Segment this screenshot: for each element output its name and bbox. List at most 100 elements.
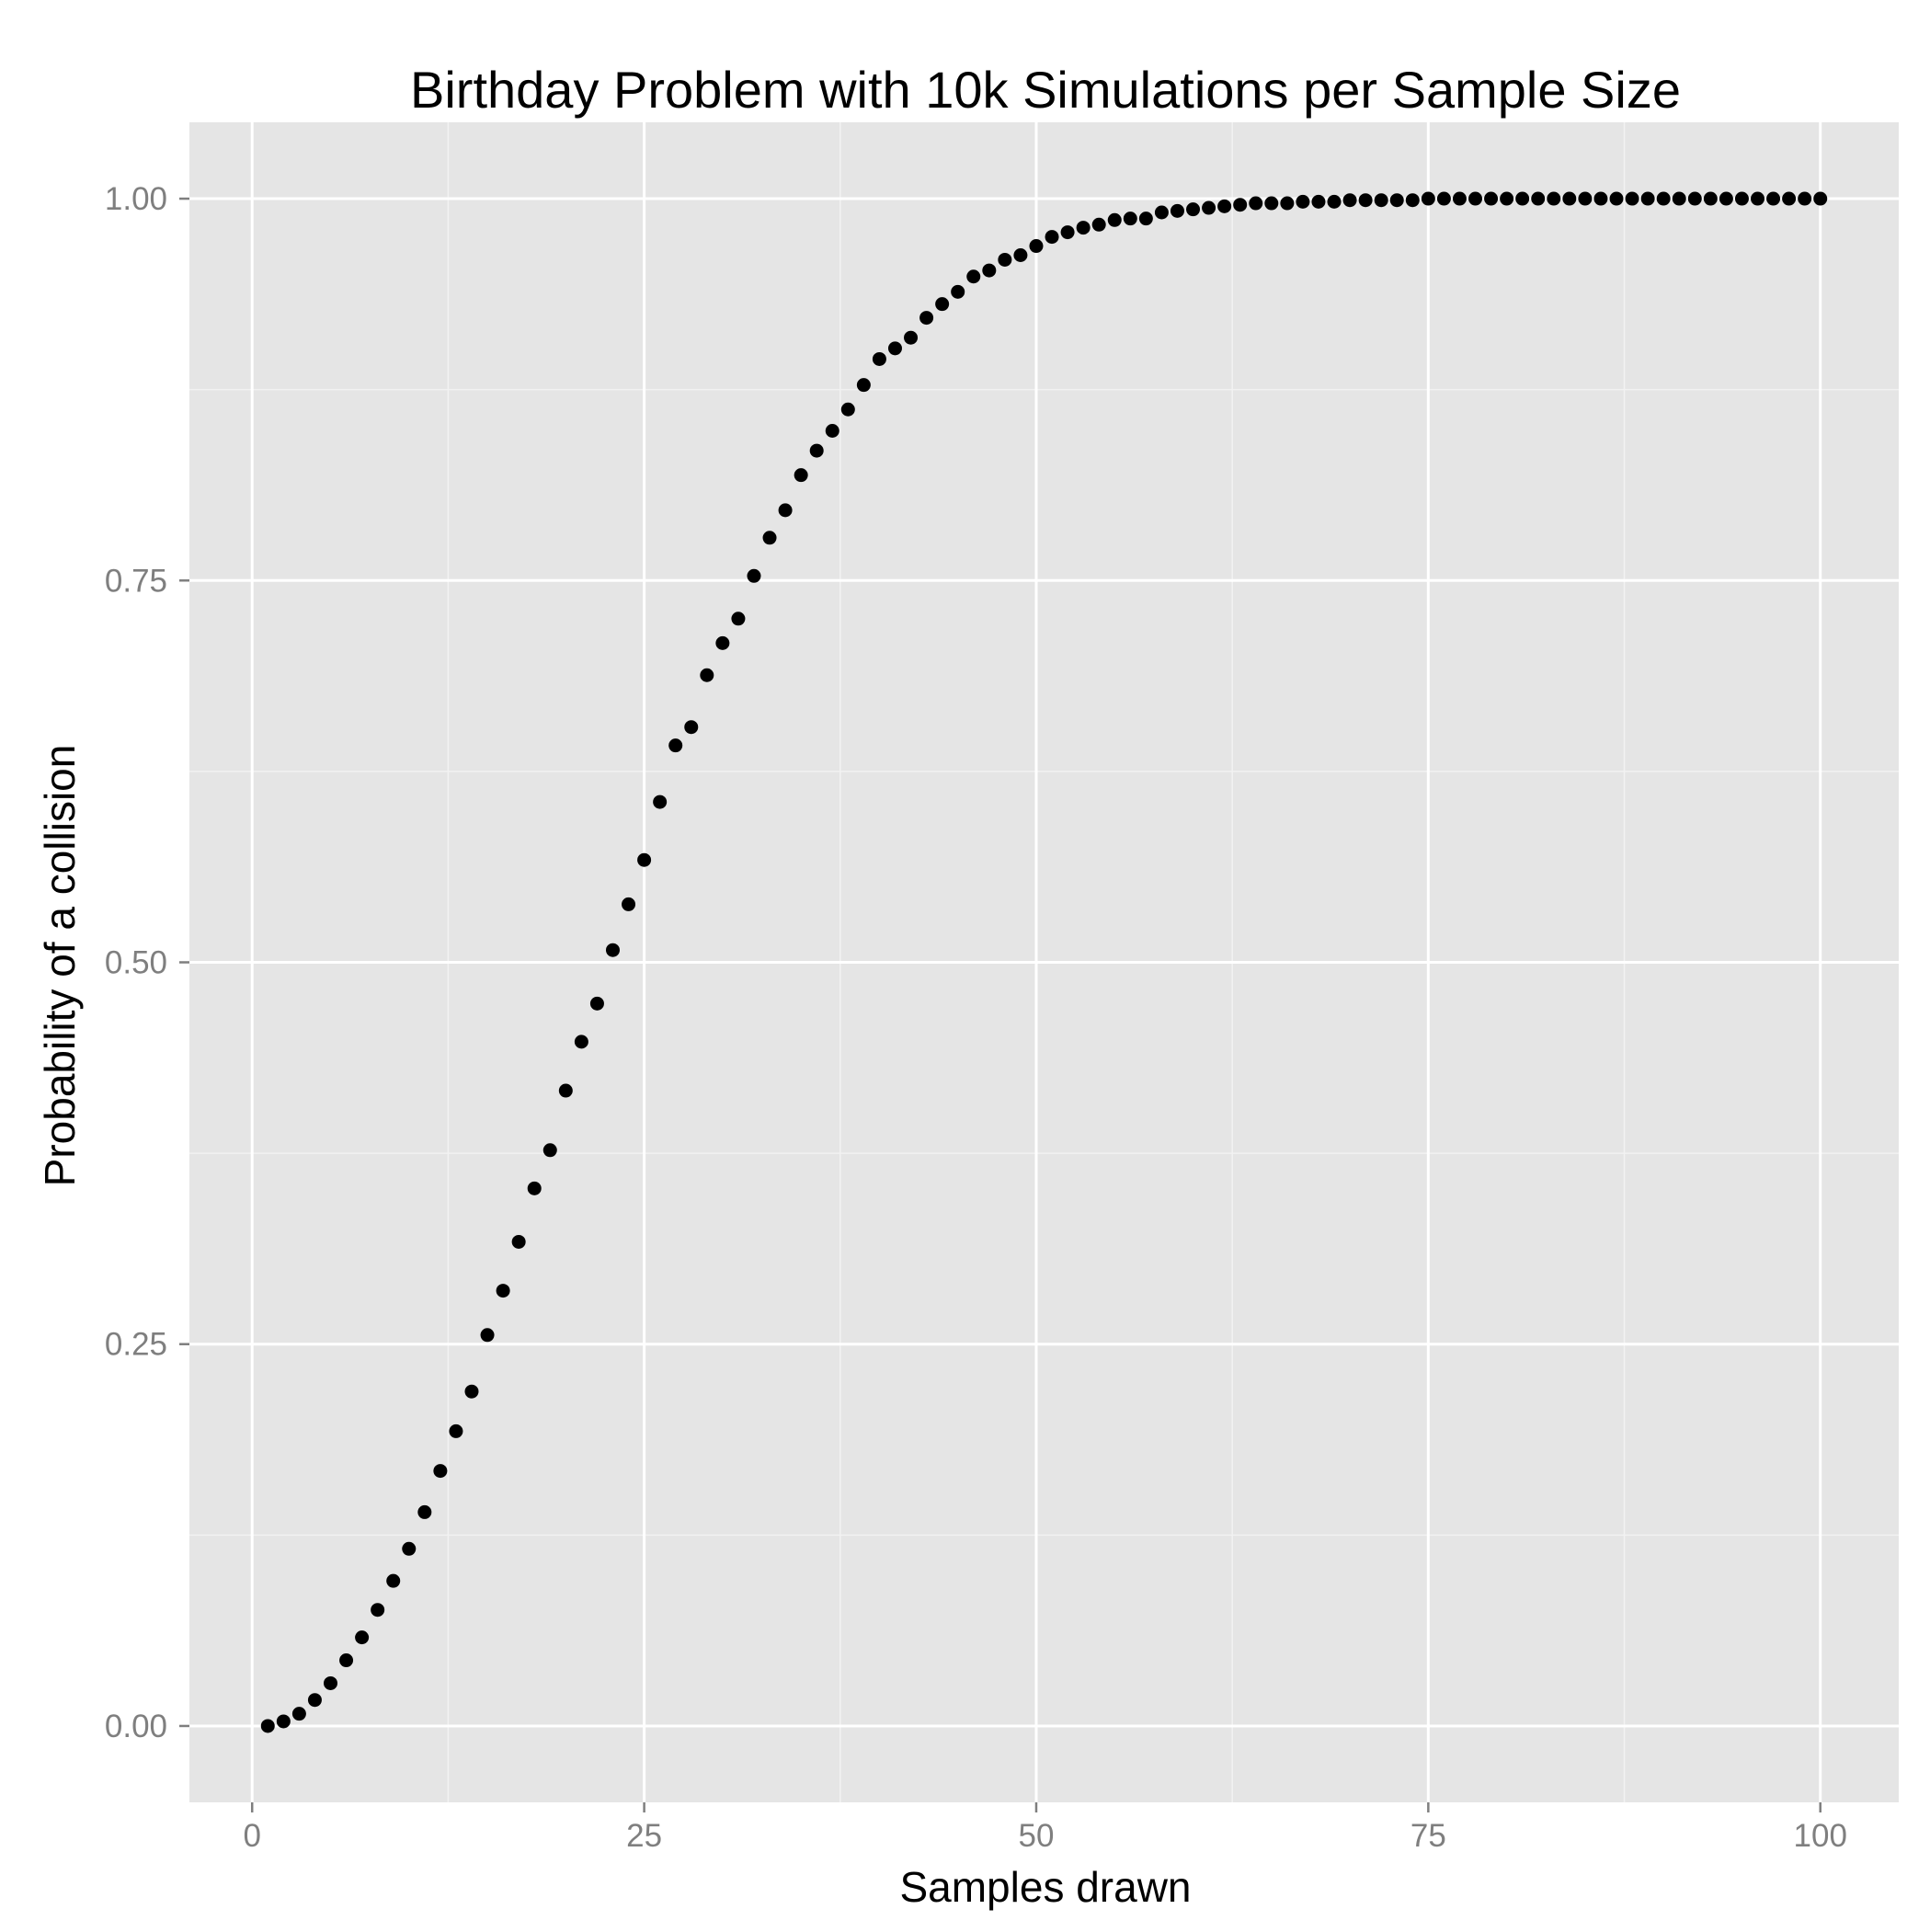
data-point xyxy=(574,1035,588,1049)
data-point xyxy=(355,1630,370,1645)
data-point xyxy=(856,378,871,393)
data-point xyxy=(1170,203,1184,218)
data-point xyxy=(339,1653,354,1668)
data-point xyxy=(1327,194,1342,209)
data-point xyxy=(1296,194,1310,209)
data-point xyxy=(1452,191,1467,206)
y-tick-label: 0.50 xyxy=(105,945,167,981)
data-point xyxy=(1060,225,1075,240)
data-point xyxy=(1656,191,1671,206)
data-point xyxy=(1013,247,1028,262)
data-point xyxy=(1798,191,1812,206)
y-axis-title: Probability of a collision xyxy=(36,745,84,1187)
data-point xyxy=(762,531,777,545)
data-point xyxy=(951,284,965,299)
data-point xyxy=(1672,191,1686,206)
data-point xyxy=(496,1284,510,1298)
x-tick-label: 0 xyxy=(243,1818,260,1854)
data-point xyxy=(589,996,604,1011)
y-axis: 0.00 0.25 0.50 0.75 1.00 xyxy=(105,181,189,1744)
data-point xyxy=(1045,230,1059,245)
data-point xyxy=(291,1707,306,1721)
data-point xyxy=(794,468,808,483)
data-point xyxy=(1468,191,1483,206)
data-point xyxy=(1547,191,1561,206)
data-point xyxy=(402,1541,417,1556)
data-point xyxy=(1593,191,1608,206)
data-point xyxy=(1578,191,1593,206)
data-point xyxy=(527,1181,542,1195)
data-point xyxy=(558,1083,573,1098)
x-tick-label: 25 xyxy=(626,1818,662,1854)
y-tick-label: 0.25 xyxy=(105,1327,167,1363)
data-point xyxy=(1813,191,1828,206)
data-point xyxy=(1358,193,1373,208)
data-point xyxy=(1029,239,1044,254)
data-point xyxy=(433,1464,448,1479)
data-point xyxy=(1202,200,1216,215)
data-point xyxy=(386,1573,401,1588)
x-tick-label: 100 xyxy=(1794,1818,1847,1854)
data-point xyxy=(684,720,699,735)
x-axis: 0 25 50 75 100 xyxy=(243,1802,1847,1854)
data-point xyxy=(1703,191,1718,206)
data-point xyxy=(1562,191,1577,206)
data-point xyxy=(1436,191,1451,206)
data-point xyxy=(731,612,746,626)
data-point xyxy=(1076,221,1091,235)
data-point xyxy=(1719,191,1733,206)
y-tick-label: 0.75 xyxy=(105,563,167,599)
data-point xyxy=(307,1693,322,1708)
data-point xyxy=(872,351,886,366)
grid-major xyxy=(189,122,1899,1802)
x-tick-label: 50 xyxy=(1019,1818,1055,1854)
data-point xyxy=(982,263,997,278)
data-point xyxy=(700,668,714,682)
data-point xyxy=(1249,196,1263,211)
data-point xyxy=(449,1423,463,1438)
data-point xyxy=(464,1384,479,1399)
data-point xyxy=(1782,191,1797,206)
data-point xyxy=(653,795,668,809)
data-point xyxy=(622,897,636,911)
data-point xyxy=(747,568,761,583)
data-points xyxy=(260,191,1828,1733)
data-point xyxy=(1421,191,1435,206)
x-tick-label: 75 xyxy=(1410,1818,1446,1854)
data-point xyxy=(511,1234,526,1249)
data-point xyxy=(1609,191,1624,206)
data-point xyxy=(1531,191,1546,206)
data-point xyxy=(1342,193,1357,208)
data-point xyxy=(323,1675,337,1690)
data-point xyxy=(1389,193,1404,208)
data-point xyxy=(1515,191,1530,206)
data-point xyxy=(1138,211,1153,226)
data-point xyxy=(825,424,839,439)
data-point xyxy=(1500,191,1514,206)
data-point xyxy=(1766,191,1781,206)
data-point xyxy=(371,1603,385,1618)
data-point xyxy=(1107,212,1122,227)
data-point xyxy=(1374,193,1388,208)
data-point xyxy=(1280,196,1295,211)
data-point xyxy=(1640,191,1655,206)
data-point xyxy=(840,402,855,417)
data-point xyxy=(1186,202,1201,217)
data-point xyxy=(480,1328,495,1343)
data-point xyxy=(260,1719,275,1733)
data-point xyxy=(1311,194,1326,209)
data-point xyxy=(919,311,934,326)
data-point xyxy=(1123,211,1137,226)
data-point xyxy=(1625,191,1639,206)
data-point xyxy=(715,635,730,650)
chart-title: Birthday Problem with 10k Simulations pe… xyxy=(410,61,1681,119)
data-point xyxy=(1687,191,1702,206)
data-point xyxy=(1264,196,1279,211)
data-point xyxy=(1734,191,1749,206)
data-point xyxy=(417,1504,432,1519)
data-point xyxy=(809,443,824,458)
data-point xyxy=(1484,191,1499,206)
x-axis-title: Samples drawn xyxy=(899,1863,1191,1911)
data-point xyxy=(668,738,683,753)
